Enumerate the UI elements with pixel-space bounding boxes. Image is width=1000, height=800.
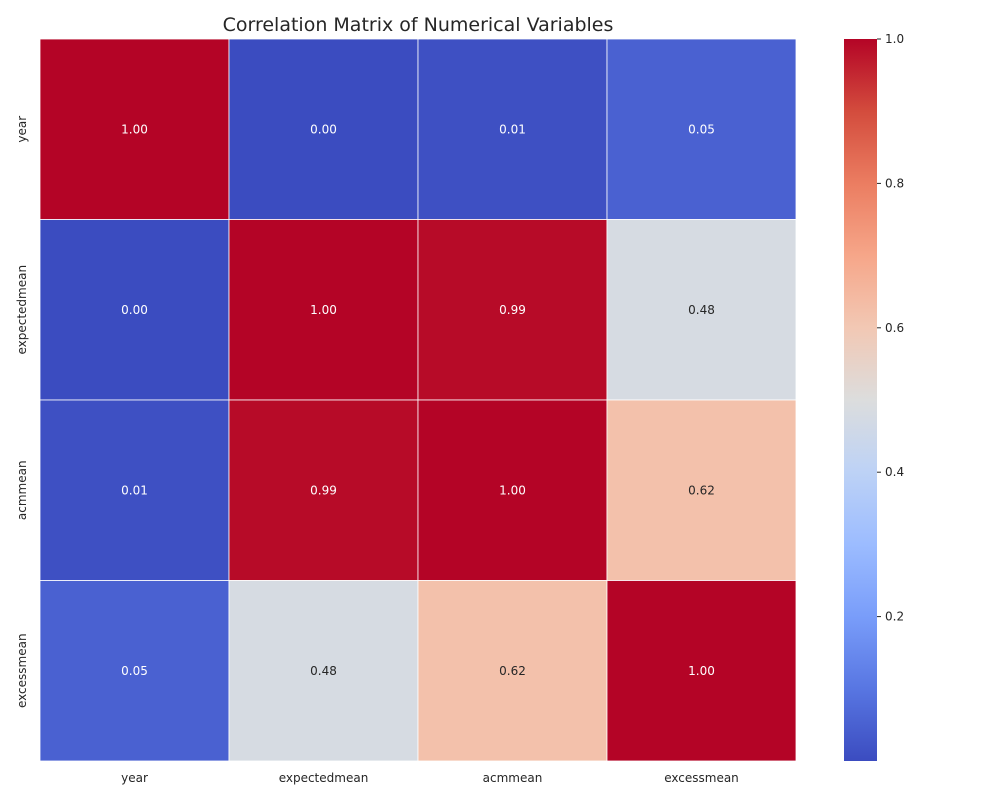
heatmap-cell (417, 580, 608, 762)
heatmap-cell (606, 580, 797, 762)
colorbar: 0.2 0.4 0.6 0.8 1.0 (844, 32, 904, 761)
heatmap-cell (606, 399, 797, 581)
y-tick-label: excessmean (15, 633, 29, 708)
heatmap-cell (228, 38, 419, 220)
heatmap-cell (417, 38, 608, 220)
y-tick-label: year (15, 116, 29, 143)
cell-value-label: 0.00 (121, 303, 148, 317)
colorbar-gradient (844, 39, 877, 761)
cell-value-label: 0.01 (121, 483, 148, 497)
heatmap-cell (606, 38, 797, 220)
cell-value-label: 0.01 (499, 122, 526, 136)
heatmap-cell (228, 580, 419, 762)
y-tick-label: acmmean (15, 460, 29, 520)
heatmap-cell (417, 219, 608, 401)
heatmap-cell (39, 38, 230, 220)
cell-value-label: 1.00 (121, 122, 148, 136)
colorbar-tick-label: 0.6 (885, 321, 904, 335)
colorbar-tick-label: 0.2 (885, 610, 904, 624)
y-tick-label: expectedmean (15, 265, 29, 355)
cell-value-label: 0.05 (688, 122, 715, 136)
cell-value-label: 0.05 (121, 664, 148, 678)
cell-value-label: 1.00 (310, 303, 337, 317)
cell-value-label: 1.00 (499, 483, 526, 497)
heatmap-cell (39, 219, 230, 401)
heatmap-cell (39, 580, 230, 762)
cell-value-label: 0.62 (499, 664, 526, 678)
x-tick-label: expectedmean (279, 771, 369, 785)
cell-value-label: 0.62 (688, 483, 715, 497)
x-tick-label: year (121, 771, 148, 785)
cell-value-label: 0.00 (310, 122, 337, 136)
cell-value-label: 0.99 (310, 483, 337, 497)
cell-value-label: 1.00 (688, 664, 715, 678)
heatmap-cell (228, 399, 419, 581)
cell-value-label: 0.48 (688, 303, 715, 317)
cell-value-label: 0.99 (499, 303, 526, 317)
x-tick-label: acmmean (483, 771, 543, 785)
heatmap-cell-labels: 1.00 0.00 0.01 0.05 0.00 1.00 0.99 0.48 0.01 0.99… (121, 122, 715, 678)
cell-value-label: 0.48 (310, 664, 337, 678)
colorbar-tick-label: 1.0 (885, 32, 904, 46)
y-axis-ticks: year expectedmean acmmean excessmean (15, 116, 29, 708)
x-tick-label: excessmean (664, 771, 739, 785)
x-axis-ticks: year expectedmean acmmean excessmean (121, 771, 739, 785)
colorbar-tick-label: 0.8 (885, 176, 904, 190)
heatmap-cell (228, 219, 419, 401)
heatmap-cell (606, 219, 797, 401)
colorbar-tick-label: 0.4 (885, 465, 904, 479)
chart-title: Correlation Matrix of Numerical Variable… (223, 14, 614, 36)
heatmap-cells (39, 38, 797, 762)
